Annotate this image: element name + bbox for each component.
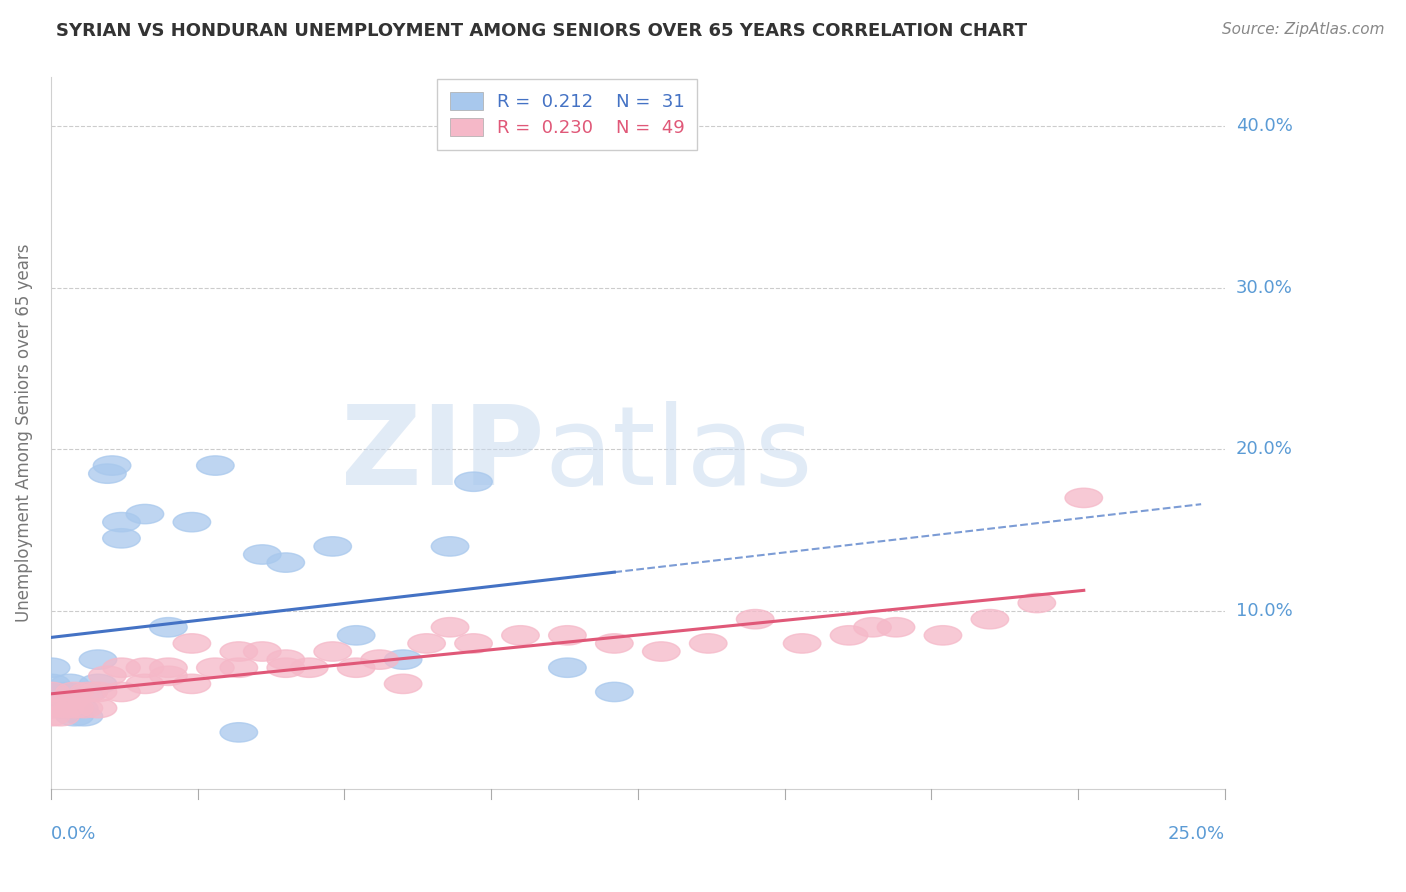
Ellipse shape (197, 658, 235, 677)
Ellipse shape (783, 633, 821, 653)
Ellipse shape (79, 650, 117, 669)
Ellipse shape (149, 666, 187, 685)
Ellipse shape (103, 658, 141, 677)
Ellipse shape (337, 625, 375, 645)
Ellipse shape (65, 706, 103, 726)
Ellipse shape (103, 682, 141, 702)
Ellipse shape (32, 698, 70, 718)
Ellipse shape (46, 682, 84, 702)
Ellipse shape (454, 633, 492, 653)
Text: Source: ZipAtlas.com: Source: ZipAtlas.com (1222, 22, 1385, 37)
Ellipse shape (51, 690, 89, 710)
Ellipse shape (432, 617, 468, 637)
Ellipse shape (149, 617, 187, 637)
Ellipse shape (70, 682, 107, 702)
Ellipse shape (291, 658, 328, 677)
Ellipse shape (79, 698, 117, 718)
Ellipse shape (221, 642, 257, 661)
Ellipse shape (173, 633, 211, 653)
Ellipse shape (408, 633, 446, 653)
Ellipse shape (173, 512, 211, 532)
Ellipse shape (70, 682, 107, 702)
Ellipse shape (221, 723, 257, 742)
Ellipse shape (103, 529, 141, 548)
Ellipse shape (267, 650, 305, 669)
Ellipse shape (384, 650, 422, 669)
Ellipse shape (127, 658, 163, 677)
Ellipse shape (243, 545, 281, 565)
Ellipse shape (127, 504, 163, 524)
Ellipse shape (103, 512, 141, 532)
Ellipse shape (32, 674, 70, 694)
Ellipse shape (42, 698, 79, 718)
Ellipse shape (56, 698, 93, 718)
Ellipse shape (972, 609, 1008, 629)
Ellipse shape (46, 698, 84, 718)
Ellipse shape (65, 698, 103, 718)
Ellipse shape (737, 609, 773, 629)
Ellipse shape (689, 633, 727, 653)
Ellipse shape (1064, 488, 1102, 508)
Text: SYRIAN VS HONDURAN UNEMPLOYMENT AMONG SENIORS OVER 65 YEARS CORRELATION CHART: SYRIAN VS HONDURAN UNEMPLOYMENT AMONG SE… (56, 22, 1028, 40)
Legend: R =  0.212    N =  31, R =  0.230    N =  49: R = 0.212 N = 31, R = 0.230 N = 49 (437, 79, 697, 150)
Text: 30.0%: 30.0% (1236, 278, 1292, 297)
Ellipse shape (1018, 593, 1056, 613)
Text: 0.0%: 0.0% (51, 824, 97, 843)
Ellipse shape (32, 682, 70, 702)
Ellipse shape (197, 456, 235, 475)
Ellipse shape (51, 674, 89, 694)
Ellipse shape (56, 706, 93, 726)
Ellipse shape (548, 658, 586, 677)
Ellipse shape (243, 642, 281, 661)
Y-axis label: Unemployment Among Seniors over 65 years: Unemployment Among Seniors over 65 years (15, 244, 32, 623)
Ellipse shape (502, 625, 540, 645)
Ellipse shape (596, 682, 633, 702)
Text: atlas: atlas (544, 401, 813, 508)
Text: 25.0%: 25.0% (1167, 824, 1225, 843)
Text: 40.0%: 40.0% (1236, 117, 1292, 135)
Ellipse shape (32, 658, 70, 677)
Ellipse shape (32, 698, 70, 718)
Ellipse shape (79, 682, 117, 702)
Ellipse shape (42, 706, 79, 726)
Ellipse shape (454, 472, 492, 491)
Ellipse shape (32, 706, 70, 726)
Ellipse shape (877, 617, 915, 637)
Text: 10.0%: 10.0% (1236, 602, 1292, 620)
Ellipse shape (127, 674, 163, 694)
Ellipse shape (432, 537, 468, 556)
Ellipse shape (337, 658, 375, 677)
Ellipse shape (89, 666, 127, 685)
Ellipse shape (314, 537, 352, 556)
Ellipse shape (221, 658, 257, 677)
Ellipse shape (56, 698, 93, 718)
Ellipse shape (56, 682, 93, 702)
Ellipse shape (384, 674, 422, 694)
Ellipse shape (267, 553, 305, 573)
Text: ZIP: ZIP (340, 401, 544, 508)
Text: 20.0%: 20.0% (1236, 441, 1292, 458)
Ellipse shape (853, 617, 891, 637)
Ellipse shape (548, 625, 586, 645)
Ellipse shape (267, 658, 305, 677)
Ellipse shape (831, 625, 868, 645)
Ellipse shape (93, 456, 131, 475)
Ellipse shape (89, 464, 127, 483)
Ellipse shape (361, 650, 398, 669)
Ellipse shape (643, 642, 681, 661)
Ellipse shape (596, 633, 633, 653)
Ellipse shape (314, 642, 352, 661)
Ellipse shape (173, 674, 211, 694)
Ellipse shape (924, 625, 962, 645)
Ellipse shape (79, 674, 117, 694)
Ellipse shape (60, 698, 98, 718)
Ellipse shape (149, 658, 187, 677)
